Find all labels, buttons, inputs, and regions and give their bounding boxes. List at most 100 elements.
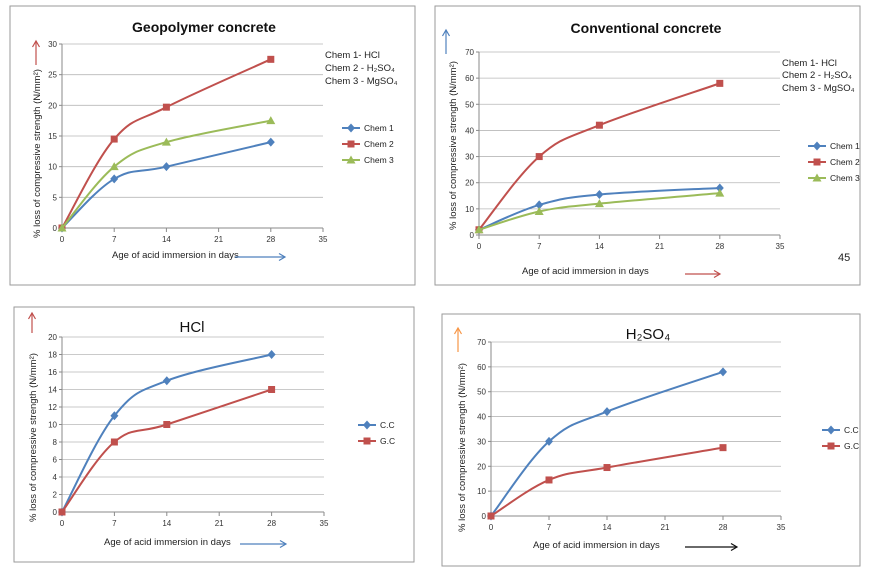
x-tick-label: 7 <box>547 523 552 532</box>
series-g-c <box>58 386 276 516</box>
y-tick-label: 12 <box>48 403 57 412</box>
legend-label: C.C <box>380 420 395 430</box>
plot-area: 0 10 20 30 40 50 60 70 0 7 14 21 28 35 <box>477 338 786 532</box>
series-c-c <box>487 367 727 521</box>
x-tick-label: 35 <box>777 523 786 532</box>
y-axis-label: % loss of compressive strength (N/mm²) <box>28 353 39 522</box>
y-axis-label: % loss of compressive strength (N/mm²) <box>32 69 43 238</box>
x-tick-label: 28 <box>266 235 275 244</box>
data-point <box>474 225 484 234</box>
legend-marker <box>813 158 821 166</box>
data-point <box>535 153 543 161</box>
series-line <box>61 353 272 513</box>
y-tick-label: 20 <box>48 101 57 110</box>
y-tick-label: 20 <box>465 179 474 188</box>
y-axis-arrow <box>441 28 451 54</box>
data-point <box>719 444 727 452</box>
data-point <box>110 438 118 446</box>
y-tick-label: 14 <box>48 386 57 395</box>
y-tick-label: 8 <box>53 438 58 447</box>
data-point <box>595 189 604 199</box>
legend-item: G.C <box>822 441 859 451</box>
data-point <box>715 188 725 197</box>
data-point <box>545 476 553 484</box>
series-line <box>61 388 272 513</box>
legend-item: Chem 1 <box>808 141 860 151</box>
legend-label: Chem 1 <box>364 123 394 133</box>
note-line: Chem 2 - H₂SO₄ <box>782 70 852 81</box>
y-tick-label: 10 <box>477 487 486 496</box>
data-point <box>162 103 170 111</box>
legend-marker <box>363 437 371 445</box>
note-line: Chem 1- HCl <box>782 58 837 69</box>
x-axis-arrow <box>240 539 288 549</box>
y-axis-arrow <box>27 311 37 333</box>
data-point <box>545 436 553 446</box>
data-point <box>268 386 276 393</box>
plot-area: 0 10 20 30 40 50 60 70 0 7 14 21 28 35 <box>465 48 785 251</box>
x-tick-label: 0 <box>60 519 65 528</box>
series-line <box>490 370 724 517</box>
data-point <box>603 464 611 472</box>
y-tick-label: 50 <box>465 100 474 109</box>
legend-item: C.C <box>358 420 395 430</box>
x-tick-label: 21 <box>655 242 664 251</box>
y-tick-label: 0 <box>53 508 58 517</box>
x-axis-arrow <box>685 542 739 552</box>
data-point <box>715 183 724 193</box>
data-point <box>57 223 67 232</box>
legend-marker <box>346 155 356 164</box>
legend-label: Chem 2 <box>830 157 860 167</box>
series-line <box>61 141 272 229</box>
data-point <box>267 350 276 359</box>
y-tick-label: 60 <box>477 363 486 372</box>
legend: C.C G.C <box>358 420 395 446</box>
y-tick-label: 5 <box>53 193 58 202</box>
data-point <box>163 421 171 428</box>
chart-frame <box>434 5 861 286</box>
legend-item: Chem 3 <box>342 155 394 165</box>
y-axis-label: % loss of compressive strength (N/mm²) <box>448 61 459 230</box>
legend-marker <box>827 425 835 435</box>
series-line <box>478 192 720 231</box>
plot-area: 0 5 10 15 20 25 30 0 7 14 21 28 35 <box>48 40 328 244</box>
x-axis-label: Age of acid immersion in days <box>104 537 231 548</box>
legend-label: Chem 3 <box>830 173 860 183</box>
series-line <box>61 119 272 229</box>
chart-title: H₂SO₄ <box>626 326 670 343</box>
plot-area: 0 2 4 6 8 10 12 14 16 18 20 0 7 14 21 28 35 <box>48 333 329 528</box>
x-axis-label: Age of acid immersion in days <box>112 250 239 261</box>
series-chem-3 <box>57 116 276 232</box>
y-tick-label: 15 <box>48 132 57 141</box>
notes-block: Chem 1- HCl Chem 2 - H₂SO₄ Chem 3 - MgSO… <box>325 50 398 87</box>
legend-item: Chem 3 <box>808 173 860 183</box>
legend-item: Chem 2 <box>342 139 394 149</box>
y-tick-label: 10 <box>48 163 57 172</box>
note-line: Chem 2 - H₂SO₄ <box>325 63 395 74</box>
y-tick-label: 2 <box>53 491 58 500</box>
y-tick-label: 20 <box>48 333 57 342</box>
legend-label: Chem 1 <box>830 141 860 151</box>
legend: Chem 1 Chem 2 Chem 3 <box>808 141 860 183</box>
y-tick-label: 60 <box>465 74 474 83</box>
legend-label: Chem 3 <box>364 155 394 165</box>
data-point <box>534 206 544 215</box>
legend: Chem 1 Chem 2 Chem 3 <box>342 123 394 165</box>
y-tick-label: 30 <box>477 437 486 446</box>
x-tick-label: 21 <box>214 235 223 244</box>
x-tick-label: 7 <box>112 519 117 528</box>
data-point <box>719 367 727 377</box>
y-tick-label: 30 <box>465 153 474 162</box>
legend-marker <box>347 140 355 148</box>
y-tick-label: 25 <box>48 71 57 80</box>
y-tick-label: 0 <box>482 512 487 521</box>
data-point <box>110 174 119 184</box>
y-tick-label: 10 <box>465 205 474 214</box>
legend-marker <box>827 442 835 450</box>
data-point <box>110 135 118 143</box>
x-tick-label: 35 <box>319 235 328 244</box>
x-axis-label: Age of acid immersion in days <box>533 540 660 551</box>
